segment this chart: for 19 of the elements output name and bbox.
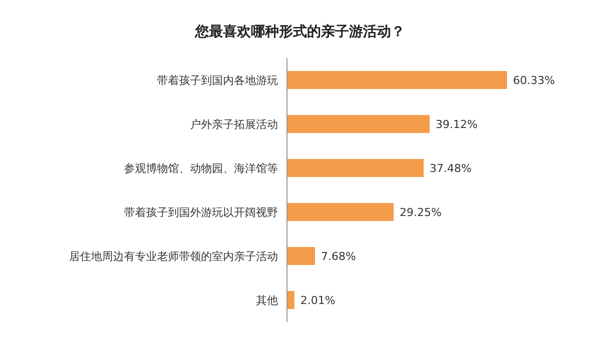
data-label: 2.01% [300,294,336,307]
y-tick-label: 户外亲子拓展活动 [190,118,278,131]
data-label: 29.25% [400,206,442,219]
data-label: 37.48% [430,162,472,175]
y-tick-label: 带着孩子到国外游玩以开阔视野 [124,206,278,219]
data-label: 60.33% [513,74,555,87]
bar [287,291,294,309]
y-tick-label: 其他 [256,294,278,307]
data-label: 39.12% [436,118,478,131]
y-tick-label: 参观博物馆、动物园、海洋馆等 [124,162,278,175]
bar [287,71,507,89]
bar [287,115,430,133]
data-label: 7.68% [321,250,356,263]
bar [287,159,424,177]
chart-title: 您最喜欢哪种形式的亲子游活动？ [194,23,405,40]
bar [287,247,316,265]
y-tick-label: 居住地周边有专业老师带领的室内亲子活动 [69,250,278,263]
bar [287,203,394,221]
y-tick-label: 带着孩子到国内各地游玩 [157,74,278,87]
